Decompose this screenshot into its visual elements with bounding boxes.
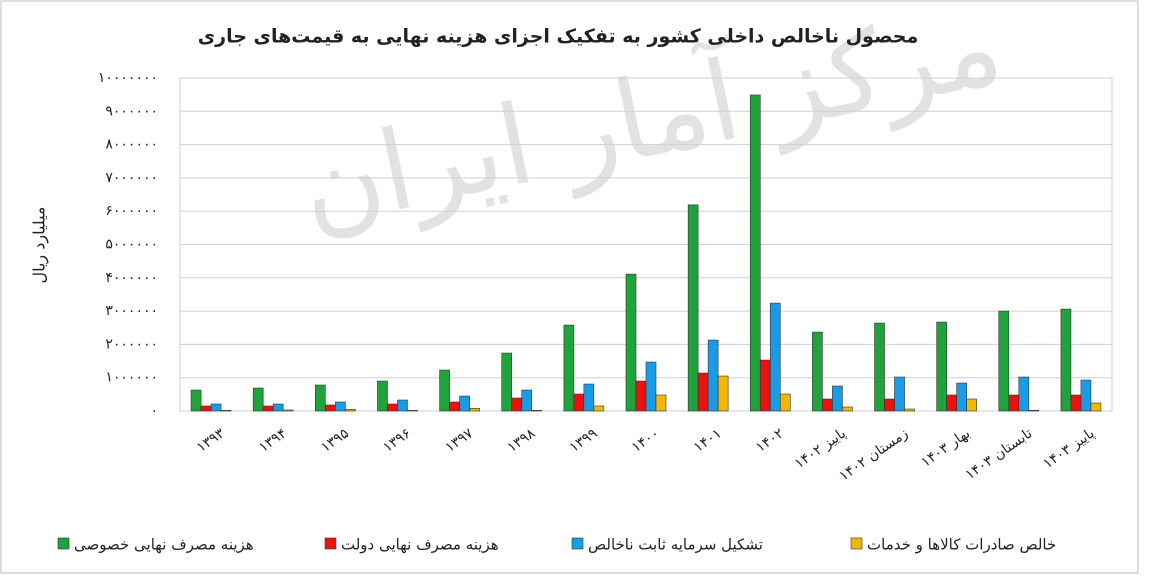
bar	[531, 410, 543, 412]
y-tick-label: ۱۰۰۰۰۰۰۰	[98, 70, 158, 86]
bar	[707, 339, 719, 412]
bar	[190, 389, 202, 412]
legend-swatch	[850, 537, 863, 550]
bar	[200, 405, 212, 412]
bar	[1070, 394, 1082, 412]
bar	[325, 404, 336, 412]
bar	[894, 376, 905, 412]
bar	[315, 384, 326, 412]
bar	[904, 408, 915, 412]
bar	[210, 403, 222, 412]
y-tick-label: ۸۰۰۰۰۰۰	[105, 137, 158, 153]
bar	[966, 398, 977, 412]
bar	[697, 372, 709, 412]
bar	[1080, 379, 1092, 412]
bar	[272, 403, 284, 412]
bar	[439, 369, 450, 412]
legend-label: هزینه مصرف نهایی دولت	[341, 536, 499, 554]
bar	[501, 352, 513, 412]
legend-label: تشکیل سرمایه ثابت ناخالص	[588, 536, 763, 554]
bar	[407, 410, 418, 412]
legend-swatch	[57, 537, 70, 550]
bar	[998, 310, 1010, 412]
bar	[1028, 410, 1040, 412]
bar	[822, 398, 833, 412]
y-tick-label: ۹۰۰۰۰۰۰	[105, 103, 158, 119]
legend-label: خالص صادرات کالاها و خدمات	[867, 536, 1056, 554]
bar	[335, 401, 346, 412]
bar	[469, 408, 480, 412]
bar	[521, 389, 533, 412]
y-tick-label: ۶۰۰۰۰۰۰	[105, 203, 158, 219]
bar	[449, 401, 460, 412]
bar	[936, 321, 947, 412]
bar	[769, 302, 781, 412]
bar	[812, 331, 823, 412]
bar	[563, 324, 575, 412]
bar	[1060, 308, 1072, 412]
bar	[220, 410, 232, 412]
chart-title: محصول ناخالص داخلی کشور به تفکیک اجزای ه…	[198, 26, 919, 48]
bar	[874, 322, 885, 412]
bar	[749, 94, 761, 412]
bar	[655, 394, 667, 412]
y-tick-label: ۳۰۰۰۰۰۰	[105, 303, 158, 319]
bar	[884, 398, 895, 412]
bar	[583, 383, 595, 412]
y-tick-label: ۷۰۰۰۰۰۰	[105, 170, 158, 186]
bar	[842, 406, 853, 412]
bar	[282, 409, 294, 412]
bar	[1018, 376, 1030, 412]
bar	[759, 359, 771, 412]
legend-label: هزینه مصرف نهایی خصوصی	[74, 536, 254, 554]
bar	[252, 387, 264, 412]
bar	[593, 405, 605, 412]
bar	[946, 394, 957, 412]
legend-swatch	[571, 537, 584, 550]
y-tick-label: ۵۰۰۰۰۰۰	[105, 237, 158, 253]
bar	[956, 382, 967, 412]
bar	[1090, 402, 1102, 412]
bar	[645, 361, 657, 412]
legend-swatch	[324, 537, 337, 550]
bar	[625, 273, 637, 412]
bar	[459, 395, 470, 412]
bar	[511, 397, 523, 412]
y-tick-label: ۱۰۰۰۰۰۰	[105, 370, 158, 386]
y-tick-label: ۲۰۰۰۰۰۰	[105, 336, 158, 352]
bar	[262, 405, 274, 412]
bar	[635, 380, 647, 412]
bar	[779, 393, 791, 412]
bar	[717, 375, 729, 412]
bar	[397, 399, 408, 412]
bar	[387, 403, 398, 412]
bar	[1008, 394, 1020, 412]
y-tick-label: ٠	[150, 403, 158, 419]
y-tick-label: ۴۰۰۰۰۰۰	[105, 270, 158, 286]
bar	[377, 380, 388, 412]
bar	[573, 393, 585, 412]
bar	[687, 204, 699, 412]
y-axis-label: میلیارد ریال	[30, 206, 50, 283]
bar	[345, 409, 356, 412]
bar	[832, 385, 843, 412]
